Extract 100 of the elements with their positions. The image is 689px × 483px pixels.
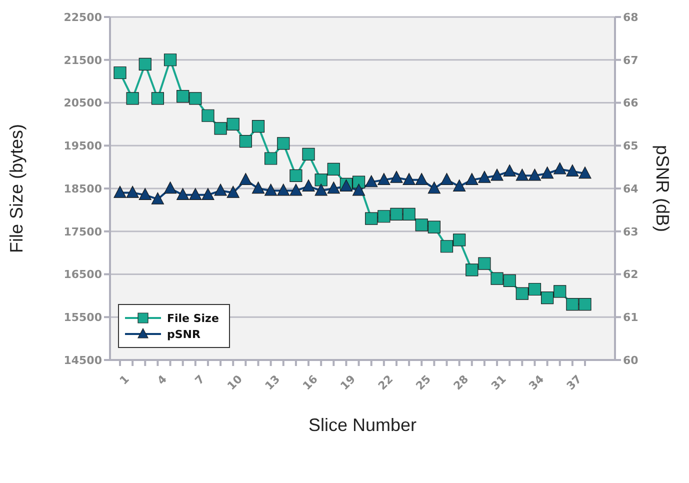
point xyxy=(566,298,579,311)
point xyxy=(466,264,478,276)
point xyxy=(164,182,177,194)
point xyxy=(516,287,528,300)
y2-tick-label: 65 xyxy=(623,140,638,153)
point xyxy=(189,92,202,105)
y-tick-label: 22500 xyxy=(64,10,102,24)
point xyxy=(277,137,290,150)
x-tick-label: 37 xyxy=(564,372,584,393)
point xyxy=(428,220,440,234)
x-tick-label: 19 xyxy=(338,372,358,393)
point xyxy=(226,186,240,198)
point xyxy=(390,208,403,221)
point xyxy=(578,298,592,311)
point xyxy=(440,240,454,253)
point xyxy=(176,90,190,103)
point xyxy=(314,184,328,196)
x-tick-label: 28 xyxy=(451,372,472,393)
point xyxy=(252,182,265,194)
y-tick-label: 16500 xyxy=(64,268,102,282)
y-axis-title: File Size (bytes) xyxy=(6,124,26,254)
point xyxy=(378,210,390,223)
point xyxy=(302,179,315,192)
point xyxy=(578,166,592,179)
y2-axis-title: pSNR (dB) xyxy=(652,144,673,232)
point xyxy=(478,170,491,183)
x-tick-label: 4 xyxy=(154,372,170,388)
point xyxy=(402,208,416,221)
point xyxy=(264,152,278,165)
point xyxy=(554,162,566,174)
y2-tick-label: 67 xyxy=(623,54,638,67)
point xyxy=(202,188,214,200)
y2-tick-label: 63 xyxy=(623,225,638,238)
point xyxy=(327,182,340,194)
x-tick-label: 7 xyxy=(192,372,208,388)
point xyxy=(365,212,378,225)
point xyxy=(428,182,440,194)
x-tick-label: 10 xyxy=(224,372,246,393)
x-tick-label: 31 xyxy=(488,372,509,393)
point xyxy=(264,184,278,196)
y-tick-label: 17500 xyxy=(64,225,102,238)
point xyxy=(503,164,516,176)
x-tick-label: 1 xyxy=(117,372,132,388)
legend-label: pSNR xyxy=(167,328,200,340)
point xyxy=(290,184,302,196)
point xyxy=(453,179,466,192)
point xyxy=(440,173,454,186)
point xyxy=(138,58,152,70)
point xyxy=(202,109,214,122)
point xyxy=(365,175,378,188)
point xyxy=(151,92,164,105)
point xyxy=(176,188,190,200)
y2-tick-label: 60 xyxy=(623,354,639,367)
point xyxy=(554,285,566,298)
x-tick-label: 22 xyxy=(376,372,396,393)
point xyxy=(114,186,126,198)
point xyxy=(239,173,252,186)
y-tick-label: 15500 xyxy=(64,311,102,324)
point xyxy=(327,162,340,176)
legend-label: File Size xyxy=(167,312,219,324)
point xyxy=(453,234,466,246)
point xyxy=(415,218,428,232)
point xyxy=(378,173,390,186)
point xyxy=(114,66,126,80)
point xyxy=(214,122,227,135)
point xyxy=(466,173,478,186)
x-tick-label: 34 xyxy=(526,372,547,393)
point xyxy=(126,92,139,105)
x-axis-title: Slice Number xyxy=(308,415,417,435)
point xyxy=(390,170,403,183)
x-tick-label: 25 xyxy=(413,372,434,393)
point xyxy=(189,188,202,200)
point xyxy=(490,168,504,181)
x-tick-label: 13 xyxy=(262,372,283,393)
point xyxy=(290,169,302,182)
y-tick-label: 21500 xyxy=(64,54,102,67)
y2-tick-label: 61 xyxy=(623,311,638,324)
y2-tick-label: 66 xyxy=(623,96,639,110)
point xyxy=(138,188,152,200)
point xyxy=(352,184,366,196)
point xyxy=(164,54,177,66)
point xyxy=(540,292,554,304)
point xyxy=(415,173,428,186)
point xyxy=(252,120,265,133)
y2-tick-label: 68 xyxy=(623,10,638,24)
point xyxy=(126,186,139,198)
point xyxy=(239,135,252,148)
point xyxy=(478,257,491,270)
point xyxy=(277,184,290,196)
point xyxy=(566,164,579,176)
point xyxy=(151,192,164,204)
point xyxy=(540,166,554,179)
x-tick-label: 16 xyxy=(300,372,321,393)
point xyxy=(402,173,416,186)
point xyxy=(490,272,504,285)
y-tick-label: 14500 xyxy=(64,354,102,367)
point xyxy=(528,168,542,181)
point xyxy=(516,168,528,181)
point xyxy=(214,184,227,196)
point xyxy=(528,282,542,296)
